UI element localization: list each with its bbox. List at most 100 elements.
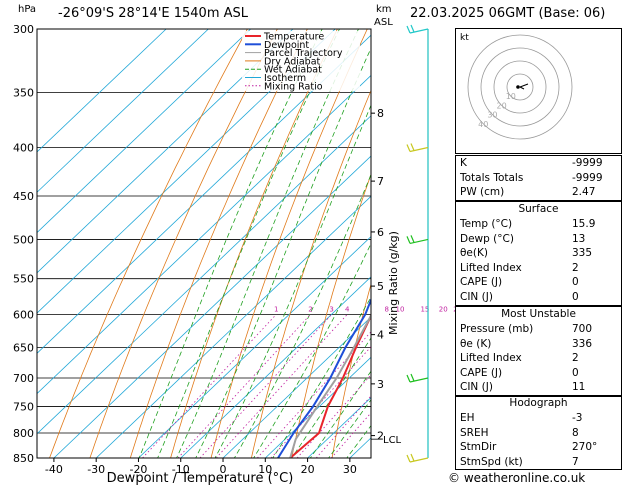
table-row: Lifted Index 2 [460, 262, 617, 277]
row-label: SREH [460, 426, 489, 439]
mixing-ratio-label: 1 [274, 306, 278, 314]
pressure-tick-label: 350 [13, 86, 34, 99]
pressure-tick-label: 550 [13, 273, 34, 286]
table-row: StmDir 270° [460, 441, 617, 456]
asl-label: ASL [374, 17, 393, 28]
indices-panel: K -9999 Totals Totals -9999 PW (cm) 2.47 [455, 155, 622, 201]
km-tick-label: 4 [377, 329, 384, 342]
row-value: 2 [572, 352, 579, 364]
surface-panel: Surface Temp (°C) 15.9 Dewp (°C) 13 θe(K) 335 L… [455, 201, 622, 306]
hodograph-ring [480, 47, 560, 127]
wet-adiabat-line [176, 29, 359, 458]
isotherm-line [37, 29, 294, 274]
table-row: Pressure (mb) 700 [460, 323, 617, 338]
wet-adiabat-line [291, 337, 371, 458]
row-label: Totals Totals [460, 171, 524, 184]
row-value: 7 [572, 455, 579, 468]
row-label: StmDir [460, 441, 497, 453]
mixing-ratio-line [199, 314, 332, 458]
pressure-tick-label: 400 [13, 142, 34, 155]
table-row: Dewp (°C) 13 [460, 233, 617, 248]
dry-adiabat-line [291, 173, 371, 458]
table-row: EH -3 [460, 412, 617, 427]
row-label: Pressure (mb) [460, 323, 534, 335]
isotherm-line [180, 276, 371, 458]
wet-adiabat-line [157, 29, 340, 458]
row-label: EH [460, 412, 475, 424]
temp-tick-label: 30 [343, 463, 357, 476]
table-row: SREH 8 [460, 427, 617, 442]
dry-adiabat-line [89, 29, 278, 458]
hodograph-ring [506, 73, 534, 101]
row-value: -9999 [572, 171, 603, 184]
km-tick-label: 3 [377, 378, 384, 391]
table-row: Temp (°C) 15.9 [460, 218, 617, 233]
row-label: θe(K) [460, 247, 488, 259]
legend-entry: Dewpoint [264, 40, 309, 51]
row-label: K [460, 157, 467, 169]
row-label: StmSpd (kt) [460, 455, 523, 468]
isotherm-line [37, 29, 251, 234]
pressure-tick-label: 450 [13, 190, 34, 203]
hodograph-panel: kt 10 20 30 40 [455, 28, 622, 154]
hodograph-ring-label: 40 [478, 120, 488, 129]
row-label: Lifted Index [460, 261, 522, 274]
isotherm-line [37, 115, 371, 435]
isotherm-line [53, 155, 371, 458]
row-value: 270° [572, 441, 598, 453]
copyright: © weatheronline.co.uk [448, 471, 586, 485]
mixing-ratio-axis-title: Mixing Ratio (g/kg) [387, 231, 400, 335]
row-value: 2 [572, 261, 579, 274]
table-row: CAPE (J) 0 [460, 367, 617, 382]
isotherm-line [37, 29, 336, 314]
mixing-ratio-label: 10 [396, 306, 405, 314]
row-value: 11 [572, 381, 586, 393]
row-label: Dewp (°C) [460, 232, 514, 245]
row-value: 0 [572, 290, 579, 303]
row-label: Lifted Index [460, 352, 522, 364]
row-value: 335 [572, 247, 593, 259]
row-value: -9999 [572, 157, 603, 169]
dry-adiabat-line [170, 29, 338, 458]
legend-entry: Parcel Trajectory [264, 48, 343, 59]
wet-adiabat-line [138, 29, 323, 458]
table-row: Totals Totals -9999 [460, 172, 617, 187]
legend-entry: Mixing Ratio [264, 81, 323, 92]
isotherm-line [37, 29, 209, 193]
series-temperature [289, 313, 371, 458]
row-label: CAPE (J) [460, 276, 503, 288]
row-label: PW (cm) [460, 186, 505, 198]
table-row: CAPE (J) 0 [460, 276, 617, 291]
row-value: 15.9 [572, 218, 596, 230]
temp-tick-label: 10 [258, 463, 272, 476]
legend-entry: Temperature [263, 32, 324, 43]
hodograph-ring-label: 20 [497, 101, 507, 110]
wind-barb [406, 235, 429, 245]
row-value: 700 [572, 323, 593, 335]
pressure-unit-label: hPa [18, 4, 37, 15]
dry-adiabat-line [129, 29, 308, 458]
table-row: K -9999 [460, 157, 617, 172]
isotherm-line [95, 195, 371, 458]
hodograph-ring [467, 34, 573, 140]
storm-motion-marker [516, 85, 520, 89]
mixing-ratio-label: 3 [329, 306, 333, 314]
km-label: km [376, 4, 392, 15]
x-axis-title: Dewpoint / Temperature (°C) [107, 471, 294, 486]
temp-tick-label: 0 [220, 463, 227, 476]
wet-adiabat-line [328, 399, 371, 458]
table-section-title: Most Unstable [501, 308, 576, 320]
mixing-ratio-label: 2 [308, 306, 312, 314]
row-value: 0 [572, 276, 579, 288]
legend-entry: Wet Adiabat [264, 65, 322, 76]
isotherm-line [37, 74, 371, 395]
isotherm-line [222, 316, 371, 458]
hodograph-ring-label: 30 [487, 111, 497, 120]
table-row: PW (cm) 2.47 [460, 186, 617, 201]
row-value: 8 [572, 426, 579, 439]
table-section-title: Hodograph [509, 397, 568, 409]
km-tick-label: 6 [377, 226, 384, 239]
temp-tick-label: -40 [45, 463, 63, 476]
isotherm-line [37, 34, 371, 354]
